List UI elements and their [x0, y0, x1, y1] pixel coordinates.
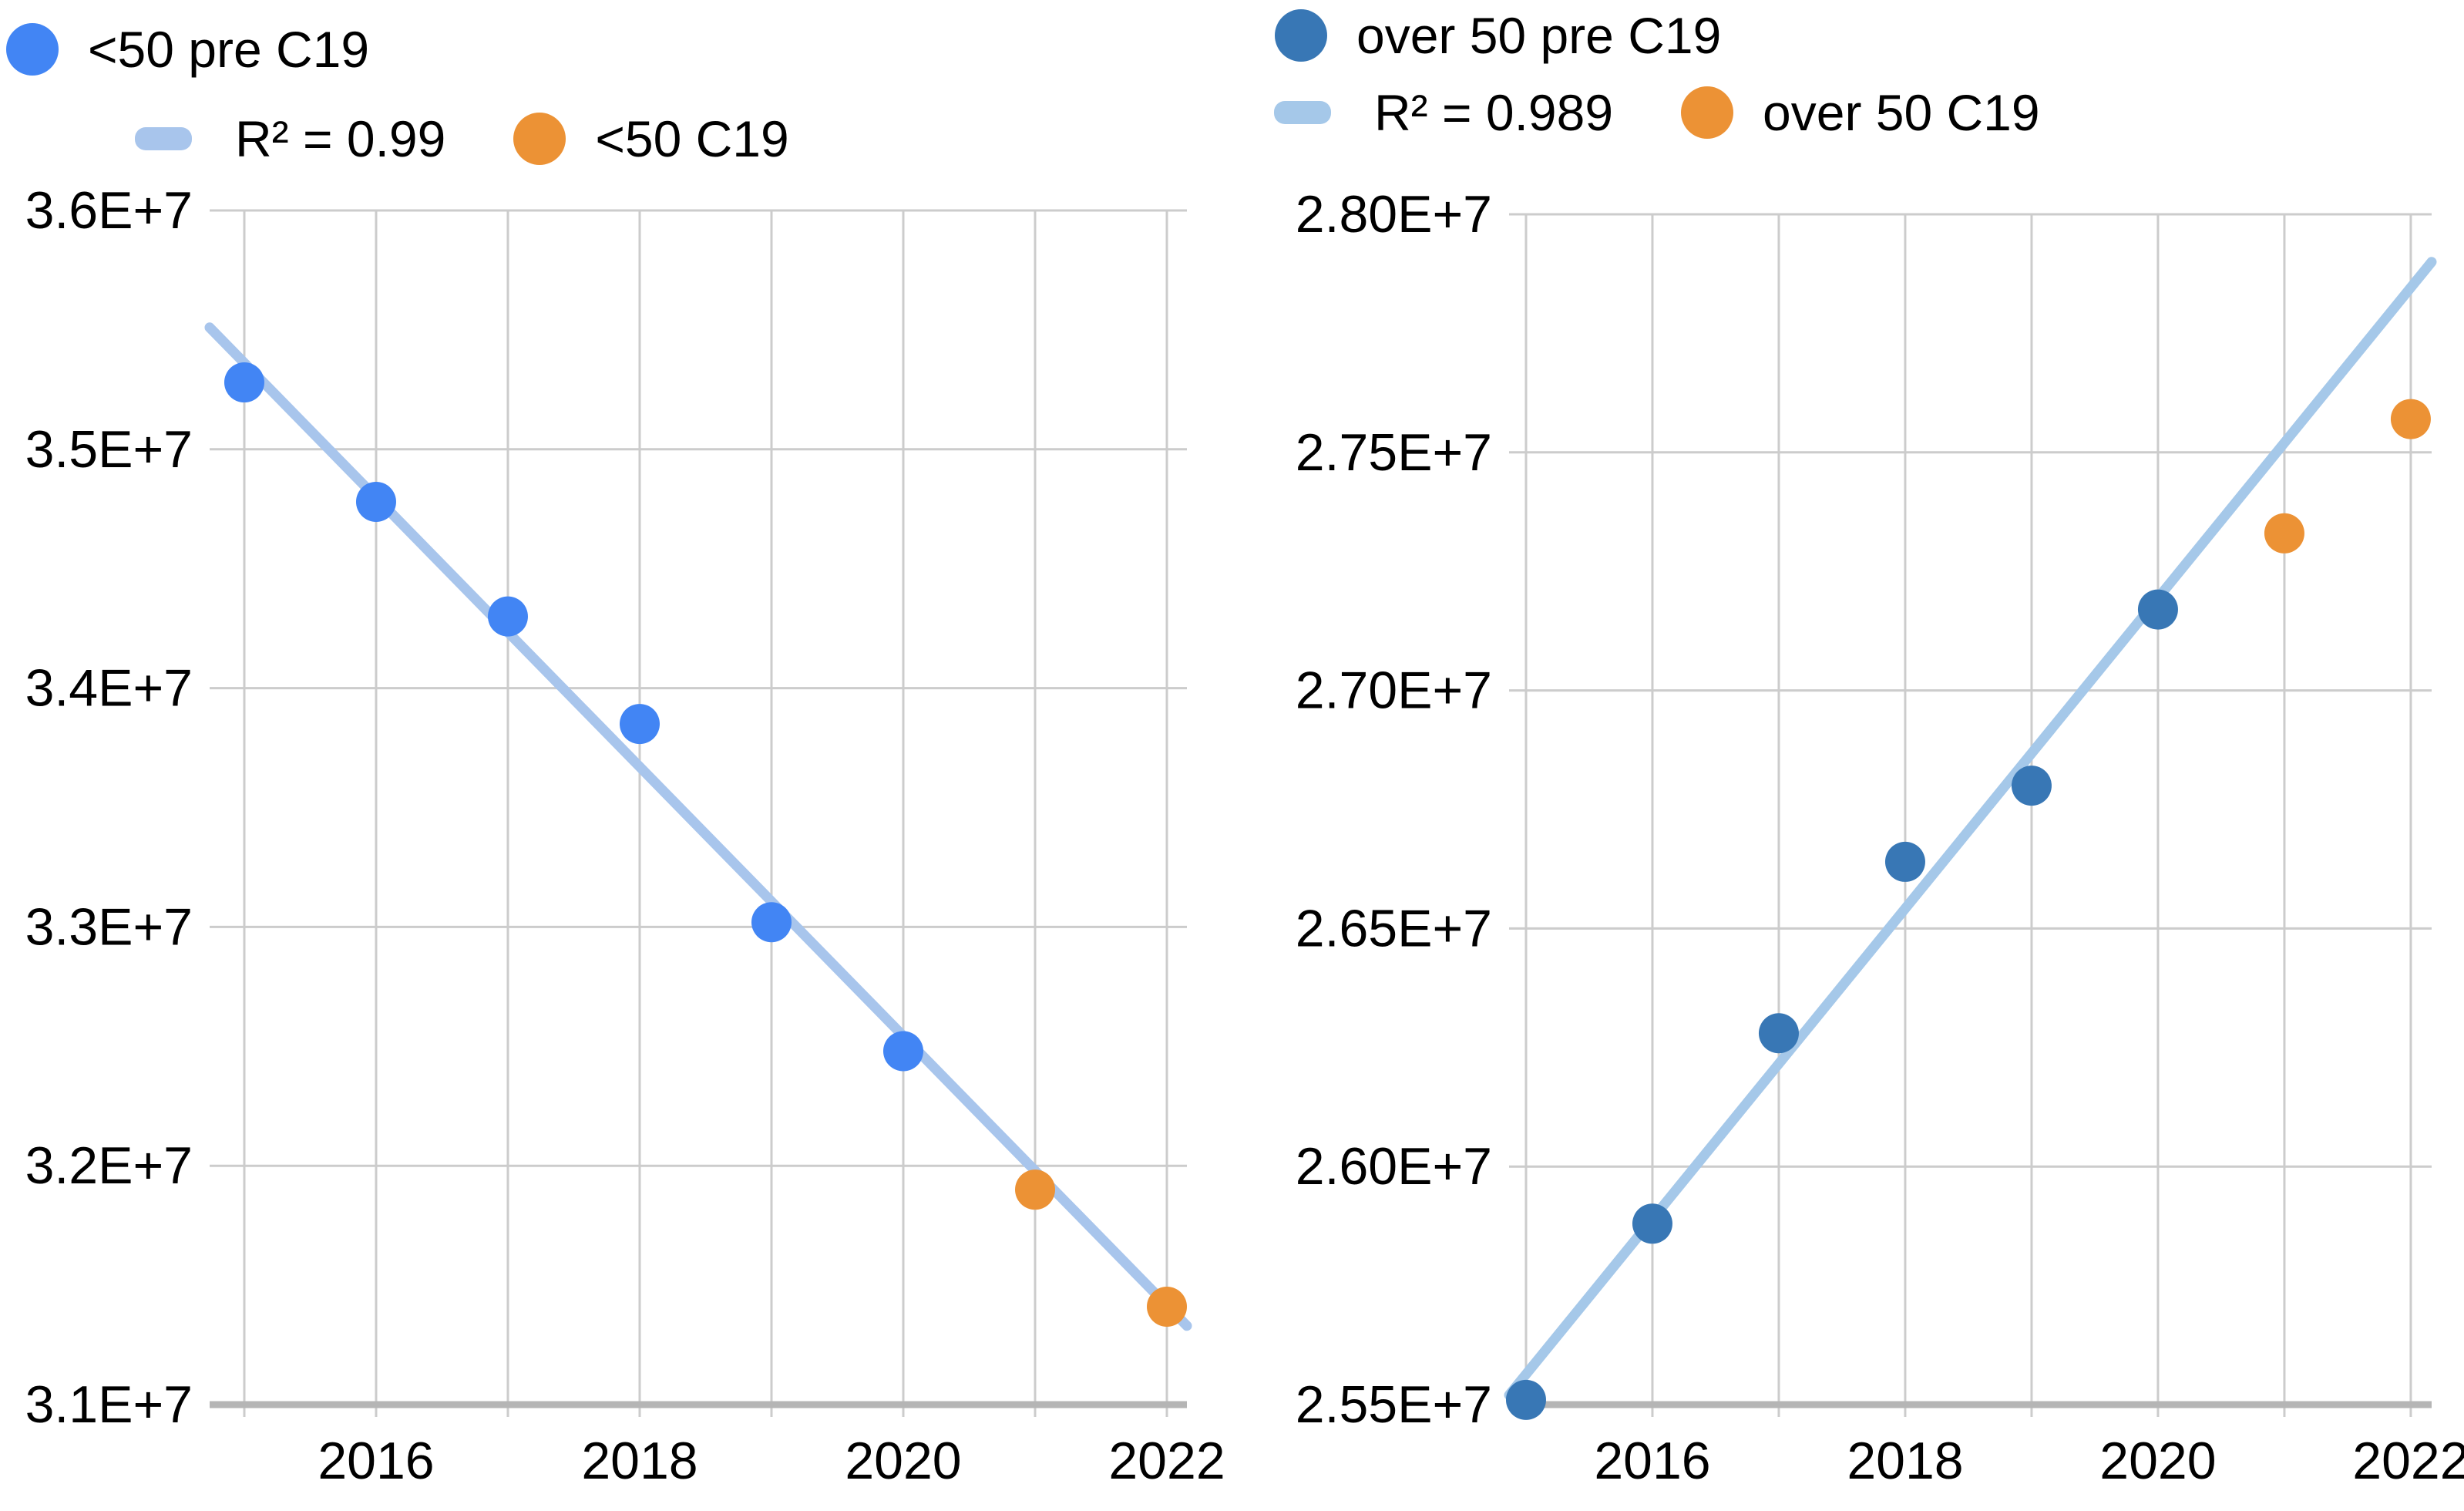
data-point [2137, 589, 2178, 630]
y-tick-label: 3.2E+7 [25, 1136, 193, 1195]
data-point [2390, 399, 2431, 439]
y-tick-label: 3.5E+7 [25, 420, 193, 479]
data-point [2264, 513, 2304, 554]
x-tick-label: 2020 [2099, 1432, 2216, 1490]
y-tick-label: 2.55E+7 [1296, 1375, 1492, 1434]
y-tick-label: 3.4E+7 [25, 659, 193, 718]
data-point [619, 704, 660, 745]
y-tick-label: 2.75E+7 [1296, 423, 1492, 482]
data-point [1505, 1379, 1546, 1420]
x-tick-label: 2022 [1108, 1432, 1225, 1490]
y-tick-label: 3.3E+7 [25, 897, 193, 956]
data-point [882, 1031, 923, 1072]
data-point [1147, 1286, 1188, 1327]
y-tick-label: 2.60E+7 [1296, 1137, 1492, 1196]
x-tick-label: 2022 [2352, 1432, 2464, 1490]
y-tick-label: 3.6E+7 [25, 181, 193, 240]
x-tick-label: 2018 [581, 1432, 698, 1490]
data-point [487, 596, 528, 637]
data-point [2011, 766, 2052, 806]
data-point [1884, 841, 1925, 882]
y-tick-label: 2.80E+7 [1296, 185, 1492, 244]
over-50-chart: 2.80E+7 2.75E+7 2.70E+7 2.65E+7 2.60E+7 2.55E… [1296, 185, 2464, 1490]
x-tick-label: 2016 [1594, 1432, 1710, 1490]
x-tick-label: 2018 [1847, 1432, 1963, 1490]
data-point [224, 362, 264, 403]
data-point [1015, 1169, 1056, 1210]
x-tick-label: 2016 [318, 1432, 434, 1490]
data-point [1632, 1203, 1672, 1244]
under-50-chart: 3.6E+7 3.5E+7 3.4E+7 3.3E+7 3.2E+7 3.1E+7 2016… [25, 181, 1225, 1490]
y-tick-label: 2.70E+7 [1296, 661, 1492, 720]
y-tick-label: 2.65E+7 [1296, 899, 1492, 957]
y-tick-label: 3.1E+7 [25, 1375, 193, 1434]
x-tick-label: 2020 [845, 1432, 961, 1490]
trendline [1504, 257, 2437, 1401]
data-point [1758, 1013, 1799, 1054]
data-point [355, 481, 396, 522]
data-point [751, 902, 792, 943]
